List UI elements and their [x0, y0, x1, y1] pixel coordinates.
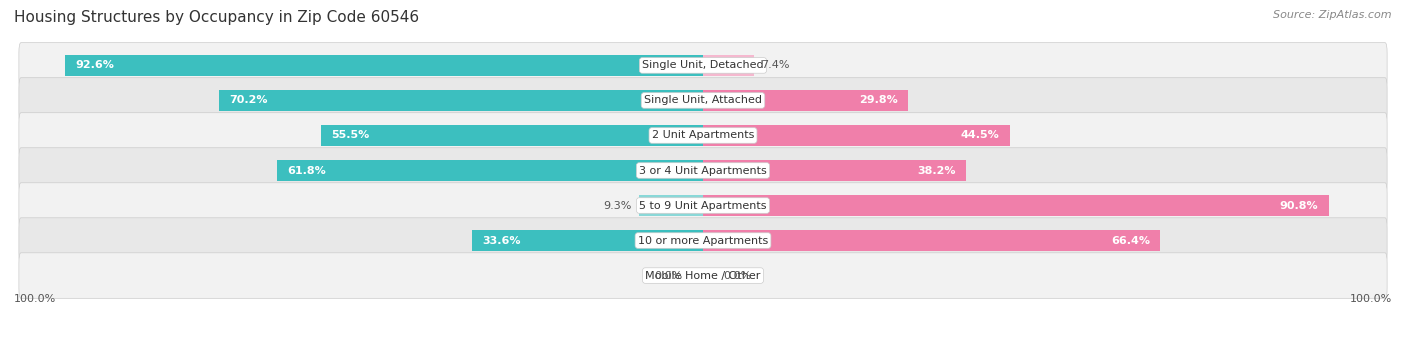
Text: Source: ZipAtlas.com: Source: ZipAtlas.com	[1274, 10, 1392, 20]
FancyBboxPatch shape	[18, 148, 1388, 193]
FancyBboxPatch shape	[18, 183, 1388, 228]
Bar	[277, 160, 703, 181]
Text: 3 or 4 Unit Apartments: 3 or 4 Unit Apartments	[640, 165, 766, 176]
Bar	[703, 124, 1010, 146]
Bar	[638, 195, 703, 217]
FancyBboxPatch shape	[18, 43, 1388, 88]
Bar	[703, 195, 1329, 217]
Text: 7.4%: 7.4%	[761, 60, 789, 71]
Text: Single Unit, Attached: Single Unit, Attached	[644, 95, 762, 105]
Text: 100.0%: 100.0%	[14, 294, 56, 305]
Bar	[471, 230, 703, 251]
FancyBboxPatch shape	[18, 78, 1388, 123]
FancyBboxPatch shape	[18, 253, 1388, 298]
Text: 61.8%: 61.8%	[288, 165, 326, 176]
Text: 70.2%: 70.2%	[229, 95, 269, 105]
Text: Housing Structures by Occupancy in Zip Code 60546: Housing Structures by Occupancy in Zip C…	[14, 10, 419, 25]
Bar	[321, 124, 703, 146]
Text: 33.6%: 33.6%	[482, 236, 520, 246]
Text: 38.2%: 38.2%	[917, 165, 956, 176]
Text: 10 or more Apartments: 10 or more Apartments	[638, 236, 768, 246]
Text: 100.0%: 100.0%	[1350, 294, 1392, 305]
Text: 55.5%: 55.5%	[330, 131, 370, 140]
Text: 29.8%: 29.8%	[859, 95, 898, 105]
Bar	[703, 55, 754, 76]
FancyBboxPatch shape	[18, 113, 1388, 158]
Bar	[703, 230, 1160, 251]
Bar	[65, 55, 703, 76]
Text: Single Unit, Detached: Single Unit, Detached	[643, 60, 763, 71]
Text: Mobile Home / Other: Mobile Home / Other	[645, 270, 761, 281]
FancyBboxPatch shape	[18, 218, 1388, 263]
Bar	[219, 90, 703, 111]
Text: 66.4%: 66.4%	[1111, 236, 1150, 246]
Bar	[703, 90, 908, 111]
Bar	[703, 160, 966, 181]
Text: 90.8%: 90.8%	[1279, 201, 1319, 210]
Text: 0.0%: 0.0%	[724, 270, 752, 281]
Text: 0.0%: 0.0%	[654, 270, 682, 281]
Text: 2 Unit Apartments: 2 Unit Apartments	[652, 131, 754, 140]
Text: 5 to 9 Unit Apartments: 5 to 9 Unit Apartments	[640, 201, 766, 210]
Text: 9.3%: 9.3%	[603, 201, 633, 210]
Text: 92.6%: 92.6%	[76, 60, 114, 71]
Text: 44.5%: 44.5%	[960, 131, 1000, 140]
